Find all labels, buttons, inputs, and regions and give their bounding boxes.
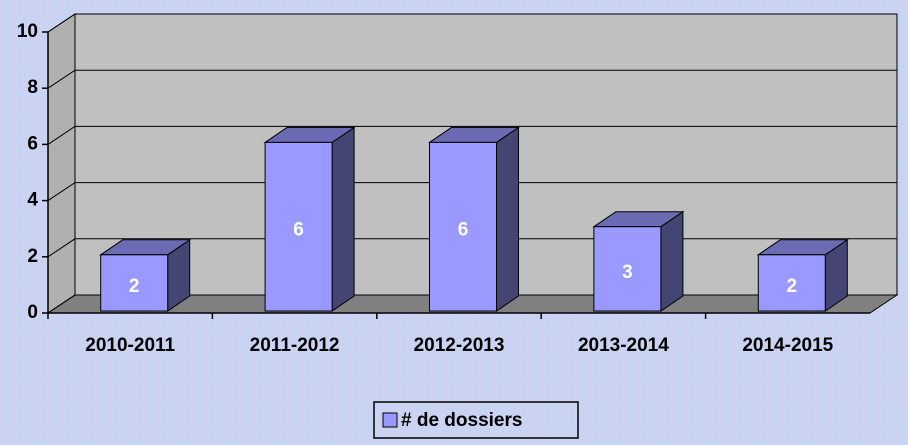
data-label: 6 [293, 220, 304, 241]
data-label: 6 [458, 220, 469, 241]
legend-box [373, 401, 579, 439]
data-label: 2 [787, 276, 798, 297]
y-tick-label: 6 [27, 133, 38, 154]
data-label: 2 [129, 276, 140, 297]
x-tick-label: 2011-2012 [250, 335, 340, 356]
y-tick-label: 0 [27, 302, 38, 323]
bar [429, 141, 497, 312]
grid-line [47, 69, 897, 89]
y-tick-label: 10 [17, 21, 38, 42]
y-tick-label: 2 [27, 246, 38, 267]
x-tick-label: 2010-2011 [85, 335, 175, 356]
y-tick-label: 8 [27, 77, 38, 98]
x-tick-label: 2014-2015 [742, 335, 833, 356]
bar-side [496, 126, 519, 312]
bar [593, 226, 662, 312]
bar [757, 254, 826, 312]
plot-area: 0 2 4 6 8 10 2010-2011 2 2011-2012 6 2012-2013 6 201… [17, 13, 899, 356]
grid-line [47, 125, 897, 145]
bar [264, 141, 333, 312]
x-tick-label: 2012-2013 [414, 335, 505, 356]
bar-side [660, 210, 684, 312]
data-label: 3 [622, 262, 633, 283]
legend-label: # de dossiers [401, 410, 522, 431]
legend: # de dossiers [373, 401, 579, 439]
x-tick-label: 2013-2014 [578, 335, 669, 356]
y-tick-label: 4 [27, 190, 38, 211]
legend-swatch [382, 412, 398, 428]
side-wall [47, 13, 76, 314]
grid-line [47, 182, 897, 202]
grid-line [47, 13, 897, 33]
bar-side [331, 126, 355, 312]
bar [100, 254, 169, 312]
